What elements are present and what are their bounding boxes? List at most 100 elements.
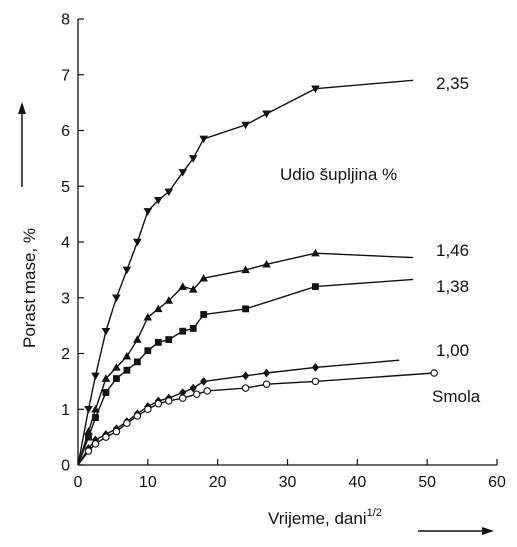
data-point [101,327,111,336]
data-point [192,390,201,398]
y-tick-label: 5 [61,179,70,196]
data-point [154,304,163,313]
data-point [91,404,100,413]
data-point [262,368,271,378]
x-axis-title: Vrijeme, dani1/2 [268,507,382,528]
data-point [133,358,141,366]
data-point [242,371,250,381]
data-point [241,265,250,274]
data-point [133,412,142,420]
series-label: 1,38 [436,277,469,296]
data-point [178,169,188,177]
x-axis-arrow [418,527,494,535]
data-point [144,347,152,355]
x-tick-label: 30 [279,474,297,491]
data-point [312,283,319,290]
y-tick-label: 7 [61,67,70,84]
data-point [144,405,152,413]
data-point [164,296,174,304]
x-tick-label: 60 [488,474,506,491]
y-tick-label: 8 [61,12,70,29]
series-markers [84,85,438,455]
data-point [154,338,162,346]
data-point [102,433,110,441]
series-label: 1,46 [436,241,469,260]
data-point [164,188,174,197]
data-point [165,397,173,405]
data-point [311,377,320,386]
data-point [122,266,132,275]
data-point [199,135,208,144]
data-point [102,389,110,396]
data-point [262,260,271,268]
data-point [112,294,121,303]
data-point [165,336,173,343]
data-point [179,388,187,397]
series-lines [77,79,435,466]
data-point [84,427,93,435]
data-point [262,380,271,388]
data-point [91,440,100,448]
series-line [77,359,400,466]
y-tick-label: 6 [61,123,70,140]
series-label: 1,00 [436,341,469,360]
data-point [154,399,163,408]
tick-labels: 0 1 2 3 4 5 6 7 8 0 10 20 30 40 50 60 [61,12,506,492]
data-point [262,110,271,119]
data-point [179,394,187,402]
x-tick-label: 20 [209,474,227,491]
y-tick-label: 0 [61,458,70,475]
y-tick-label: 2 [61,346,70,363]
data-point [84,406,93,414]
series-label: 2,35 [436,74,469,93]
data-point [143,208,153,216]
x-tick-label: 50 [418,474,436,491]
data-point [85,433,92,441]
data-point [143,312,153,321]
data-point [311,248,320,257]
series-label: Smola [432,387,481,406]
y-axis-arrow [18,102,26,187]
data-point [200,377,208,386]
data-point [113,375,120,382]
y-tick-label: 4 [61,235,70,252]
data-point [101,374,111,382]
data-point [199,273,208,282]
data-point [203,387,211,395]
data-point [242,305,249,313]
data-point [311,363,320,372]
y-tick-label: 3 [61,290,70,307]
series-line [77,278,414,466]
data-point [112,427,121,436]
x-tick-label: 0 [74,474,83,491]
legend-title: Udio šupljina % [280,165,397,184]
data-point [133,335,142,343]
data-point [241,121,250,130]
data-point [154,196,163,205]
data-point [189,383,197,393]
data-point [311,85,320,93]
data-point [430,369,438,377]
data-point [91,372,100,381]
data-point [122,351,132,360]
data-point [112,363,121,371]
y-tick-label: 1 [61,402,70,419]
x-tick-label: 40 [348,474,366,491]
x-tick-label: 10 [139,474,157,491]
data-point [178,282,188,290]
data-point [189,325,197,332]
data-point [123,419,131,427]
data-point [133,238,142,247]
data-point [84,447,93,455]
data-point [123,366,131,374]
series-labels: 2,35 1,46 1,38 1,00 Smola [432,74,481,406]
data-point [92,414,99,422]
data-point [179,327,187,335]
data-point [188,155,198,163]
x-axis-title-superscript: 1/2 [367,507,382,519]
data-point [200,311,208,318]
y-axis-title: Porast mase, % [20,228,39,348]
data-point [188,285,198,293]
x-axis-title-main: Vrijeme, dani [268,509,367,528]
